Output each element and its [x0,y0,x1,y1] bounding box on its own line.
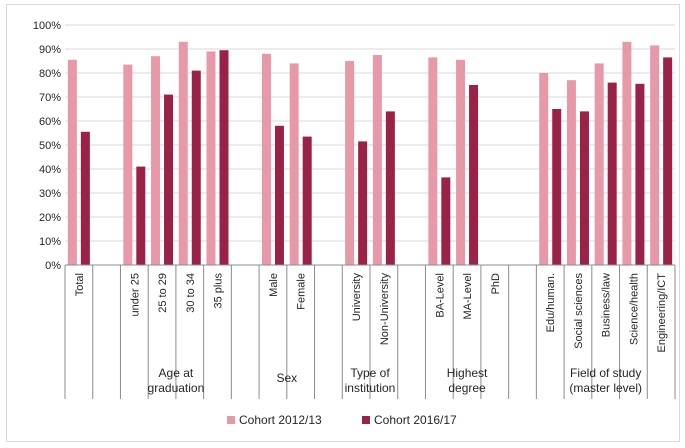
bar-cohort-2012 [261,53,271,265]
bar-cohort-2016 [219,50,229,266]
y-tick-label: 80% [39,68,61,80]
bar-cohort-2016 [607,82,617,265]
bar-cohort-2016 [552,109,562,265]
bar-cohort-2016 [191,70,201,265]
bar-cohort-2016 [635,83,645,265]
y-tick-label: 70% [39,92,61,104]
bars [67,41,673,266]
bar-cohort-2012 [372,55,382,265]
y-tick-label: 90% [39,44,61,56]
bar-cohort-2016 [385,111,395,266]
category-label: Female [296,273,308,310]
legend: Cohort 2012/13 Cohort 2016/17 [227,413,457,427]
legend-label-2012: Cohort 2012/13 [239,413,322,427]
bar-cohort-2012 [151,56,161,266]
bar-cohort-2012 [67,59,77,265]
bar-cohort-2016 [469,85,479,265]
bar-cohort-2012 [650,45,660,266]
bar-chart: 0% 10% 20% 30% 40% 50% 60% 70% 80% 90% 100% Total u… [33,20,676,427]
y-tick-label: 100% [33,20,61,32]
bar-cohort-2016 [80,131,90,265]
y-tick-label: 30% [39,188,61,200]
bar-cohort-2012 [345,61,355,265]
category-label: Science/health [628,273,640,345]
category-label: under 25 [129,273,141,316]
bar-cohort-2016 [274,125,284,265]
bar-cohort-2012 [178,41,188,265]
category-label: Edu/human. [545,273,557,332]
y-tick-label: 20% [39,212,61,224]
bar-cohort-2012 [456,59,466,265]
category-label: PhD [490,273,502,294]
bar-cohort-2012 [566,80,576,265]
bar-cohort-2016 [358,141,368,265]
category-label: BA-Level [434,273,446,318]
group-label: Age at graduation [148,366,205,395]
category-label: 35 plus [213,273,225,309]
category-label: Non-University [379,273,391,346]
category-label: Social sciences [573,273,585,349]
legend-label-2016: Cohort 2016/17 [374,413,457,427]
group-label: Field of study (master level) [569,366,642,395]
bar-cohort-2016 [579,111,589,266]
y-tick-label: 50% [39,140,61,152]
bar-cohort-2016 [164,94,174,265]
bar-cohort-2016 [302,136,312,265]
y-tick-label: 0% [45,260,61,272]
bar-cohort-2012 [539,73,549,265]
category-label: MA-Level [462,273,474,319]
y-tick-label: 60% [39,116,61,128]
x-axis: Total under 25 25 to 29 30 to 34 35 plus Male… [64,264,676,399]
bar-cohort-2012 [428,57,438,266]
category-label: 25 to 29 [157,273,169,313]
legend-swatch-2016 [362,416,370,424]
bar-cohort-2016 [663,57,673,266]
bar-cohort-2012 [206,51,216,266]
y-tick-label: 10% [39,236,61,248]
bar-cohort-2012 [123,64,133,265]
y-axis-ticks: 0% 10% 20% 30% 40% 50% 60% 70% 80% 90% 100% [33,20,61,272]
category-label: Male [268,273,280,297]
bar-cohort-2012 [622,41,632,265]
category-label: Business/law [601,273,613,337]
bar-cohort-2016 [441,177,451,265]
category-label: University [351,273,363,322]
chart-frame: 0% 10% 20% 30% 40% 50% 60% 70% 80% 90% 100% Total u… [6,4,680,442]
category-label: Total [74,273,86,296]
bar-cohort-2012 [289,63,299,266]
category-label: 30 to 34 [185,273,197,313]
y-tick-label: 40% [39,164,61,176]
bar-cohort-2012 [594,63,604,266]
legend-swatch-2012 [227,416,235,424]
category-label: Engineering/ICT [656,273,668,353]
group-label: Sex [276,371,297,385]
group-label: Highest degree [447,366,488,395]
group-label: Type of institution [345,366,396,395]
bar-cohort-2016 [136,166,146,265]
